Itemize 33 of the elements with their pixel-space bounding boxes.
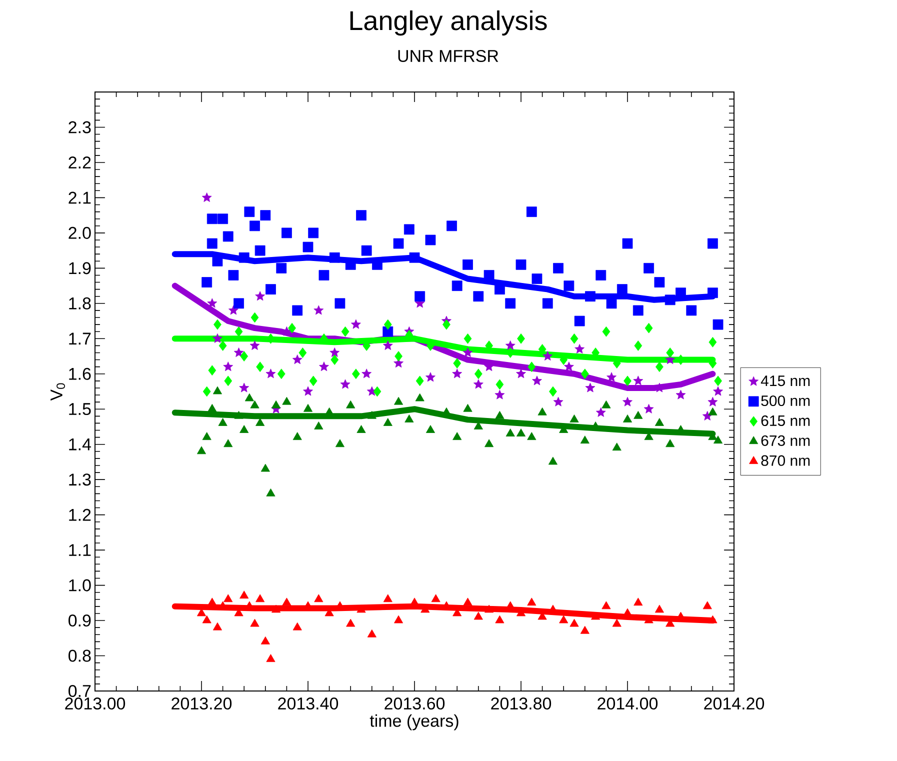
x-tick-label: 2014.00 (598, 698, 658, 710)
y-tick-label: 2.0 (68, 226, 91, 239)
y-tick-label: 1.1 (69, 544, 91, 556)
x-tick-label: 2013.40 (278, 698, 338, 710)
x-tick-label: 2014.20 (704, 698, 764, 710)
x-tick-label: 2013.60 (384, 698, 445, 710)
legend-label: 870 nm (761, 455, 810, 466)
chart-title: Langley analysis (350, 10, 547, 36)
y-tick-label: 1.3 (69, 474, 91, 486)
y-tick-label: 1.5 (69, 403, 91, 416)
y-tick-label: 0.8 (68, 650, 91, 662)
x-tick-label: 2013.20 (172, 698, 232, 710)
y-tick-label: 2.3 (68, 121, 91, 134)
legend-label: 415 nm (760, 376, 810, 386)
y-tick-label: 1.0 (69, 579, 91, 592)
legend-label: 673 nm (761, 435, 810, 446)
y-tick-label: 0.9 (68, 614, 91, 627)
x-tick-label: 2013.80 (491, 698, 552, 710)
y-tick-label: 1.7 (69, 332, 91, 344)
y-tick-label: 1.4 (69, 438, 91, 450)
y-axis-title: V$_{0}$ (50, 383, 65, 401)
y-tick-label: 2.1 (68, 192, 91, 204)
chart-subtitle: UNR MFRSR (398, 50, 498, 62)
y-tick-label: 1.6 (69, 368, 91, 380)
legend-label: 615 nm (761, 415, 810, 426)
y-tick-label: 0.7 (68, 684, 91, 698)
y-tick-label: 1.9 (69, 262, 91, 274)
y-tick-label: 1.8 (69, 297, 91, 310)
y-tick-label: 1.2 (69, 508, 91, 521)
legend-label: 500 nm (761, 395, 810, 406)
x-tick-label: 2013.00 (65, 698, 126, 710)
x-axis-title: time (years) (370, 714, 458, 730)
y-tick-label: 2.2 (68, 156, 91, 168)
